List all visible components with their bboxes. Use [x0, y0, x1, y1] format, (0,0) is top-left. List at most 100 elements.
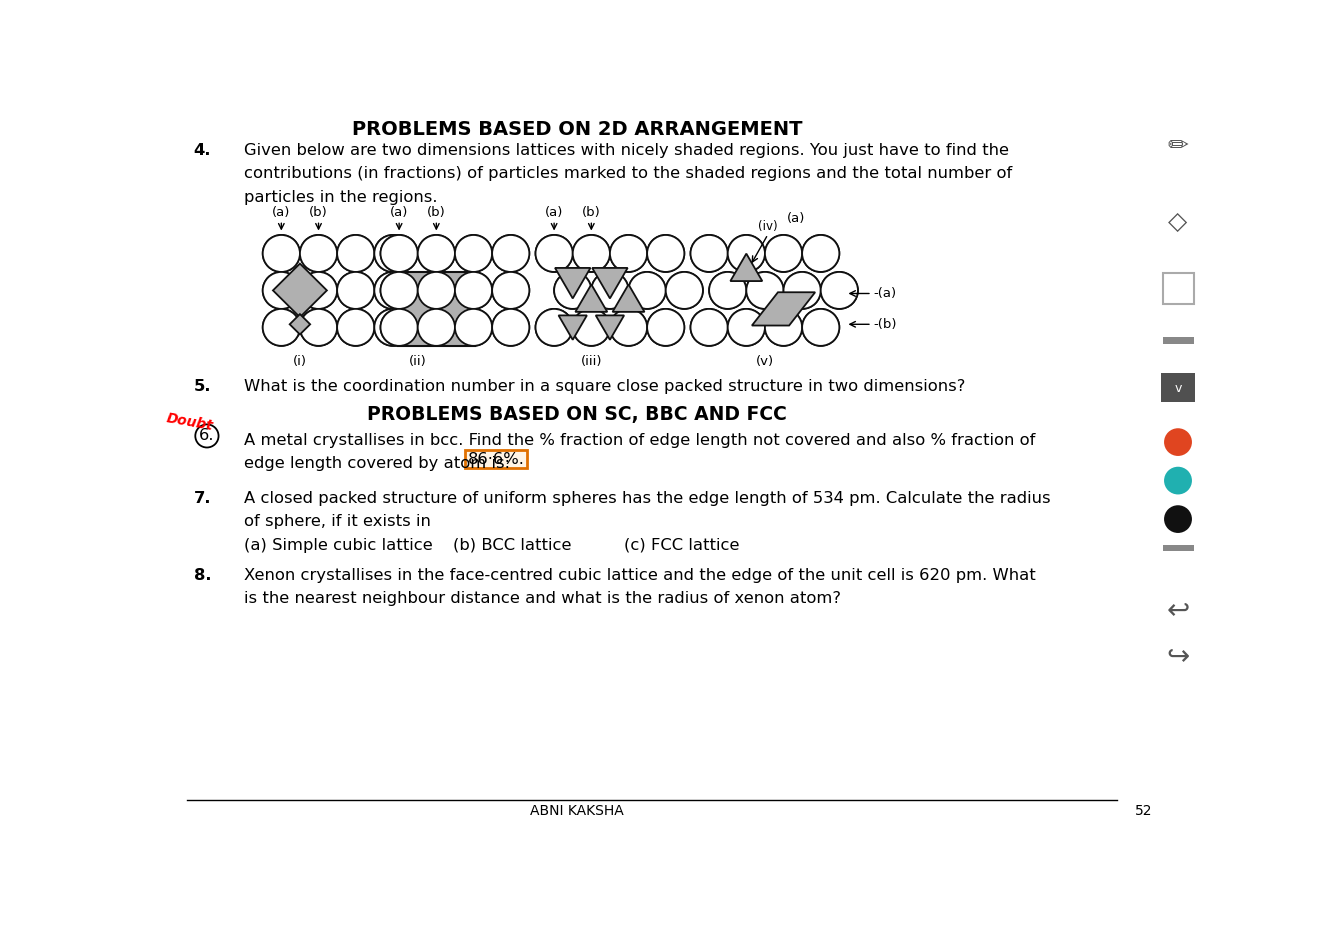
Bar [1162, 273, 1193, 303]
Circle shape [375, 309, 412, 346]
Circle shape [380, 309, 417, 346]
Text: -(b): -(b) [873, 318, 897, 331]
Circle shape [417, 235, 455, 272]
Circle shape [492, 235, 529, 272]
Polygon shape [752, 292, 816, 326]
Text: v: v [1174, 382, 1181, 395]
Text: (b): (b) [583, 205, 601, 219]
Text: (a) Simple cubic lattice: (a) Simple cubic lattice [244, 537, 433, 552]
Circle shape [455, 272, 492, 309]
Circle shape [417, 309, 455, 346]
Text: 4.: 4. [193, 143, 211, 158]
Circle shape [300, 309, 337, 346]
Text: Xenon crystallises in the face-centred cubic lattice and the edge of the unit ce: Xenon crystallises in the face-centred c… [244, 568, 1036, 584]
Text: ✏: ✏ [1168, 134, 1189, 158]
Circle shape [300, 235, 337, 272]
Polygon shape [592, 268, 628, 299]
Text: (a): (a) [272, 205, 291, 219]
Text: Doubt: Doubt [165, 412, 215, 433]
Text: 86·6%.: 86·6%. [468, 451, 524, 466]
Text: 6.: 6. [199, 428, 215, 443]
Circle shape [417, 272, 455, 309]
Circle shape [455, 309, 492, 346]
Circle shape [728, 235, 765, 272]
Text: What is the coordination number in a square close packed structure in two dimens: What is the coordination number in a squ… [244, 379, 965, 394]
Circle shape [647, 309, 684, 346]
Circle shape [375, 272, 412, 309]
Circle shape [611, 235, 647, 272]
Text: (a): (a) [786, 212, 805, 225]
Circle shape [375, 235, 412, 272]
Circle shape [690, 235, 728, 272]
Circle shape [492, 272, 529, 309]
Circle shape [536, 309, 573, 346]
Text: 8.: 8. [193, 568, 211, 584]
Circle shape [263, 309, 300, 346]
Circle shape [492, 309, 529, 346]
Circle shape [337, 309, 375, 346]
Text: (b): (b) [427, 205, 445, 219]
Circle shape [1164, 505, 1192, 533]
Text: ↩: ↩ [1166, 596, 1189, 624]
Circle shape [784, 272, 821, 309]
Circle shape [611, 235, 647, 272]
Text: (i): (i) [293, 355, 307, 368]
Circle shape [300, 272, 337, 309]
Text: ^: ^ [1173, 368, 1184, 382]
Text: 7.: 7. [193, 491, 211, 506]
Circle shape [690, 309, 728, 346]
Circle shape [690, 235, 728, 272]
Circle shape [802, 309, 840, 346]
Circle shape [573, 235, 611, 272]
Circle shape [380, 235, 417, 272]
Circle shape [728, 309, 765, 346]
Circle shape [380, 272, 417, 309]
Circle shape [1164, 467, 1192, 495]
Text: (b): (b) [309, 205, 328, 219]
Bar [465, 450, 527, 468]
Text: 5.: 5. [193, 379, 211, 394]
Circle shape [380, 235, 417, 272]
Polygon shape [289, 314, 311, 335]
Circle shape [592, 272, 629, 309]
Circle shape [647, 309, 684, 346]
Circle shape [263, 235, 300, 272]
Circle shape [380, 272, 417, 309]
Circle shape [629, 272, 665, 309]
Circle shape [492, 235, 529, 272]
Circle shape [455, 235, 492, 272]
Text: -(a): -(a) [873, 287, 897, 300]
Bar [1161, 373, 1196, 402]
Circle shape [709, 272, 746, 309]
Text: 52: 52 [1136, 804, 1153, 818]
Circle shape [802, 235, 840, 272]
Bar [1162, 338, 1193, 343]
Circle shape [375, 235, 412, 272]
Circle shape [728, 235, 765, 272]
Polygon shape [596, 315, 624, 339]
Circle shape [263, 272, 300, 309]
Text: (iv): (iv) [758, 219, 778, 233]
Circle shape [337, 235, 375, 272]
Text: PROBLEMS BASED ON SC, BBC AND FCC: PROBLEMS BASED ON SC, BBC AND FCC [368, 405, 788, 425]
Circle shape [337, 235, 375, 272]
Circle shape [300, 235, 337, 272]
Circle shape [300, 272, 337, 309]
Circle shape [573, 309, 611, 346]
Circle shape [555, 272, 592, 309]
Circle shape [337, 309, 375, 346]
Circle shape [592, 272, 629, 309]
Text: ↪: ↪ [1166, 642, 1189, 671]
Text: PROBLEMS BASED ON 2D ARRANGEMENT: PROBLEMS BASED ON 2D ARRANGEMENT [352, 120, 802, 140]
Text: (c) FCC lattice: (c) FCC lattice [624, 537, 740, 552]
Circle shape [647, 235, 684, 272]
Circle shape [746, 272, 784, 309]
Text: (iii): (iii) [581, 355, 603, 368]
Circle shape [263, 272, 300, 309]
Polygon shape [613, 284, 644, 312]
Circle shape [821, 272, 858, 309]
Circle shape [536, 235, 573, 272]
Text: (v): (v) [756, 355, 774, 368]
Circle shape [263, 309, 300, 346]
Circle shape [300, 309, 337, 346]
